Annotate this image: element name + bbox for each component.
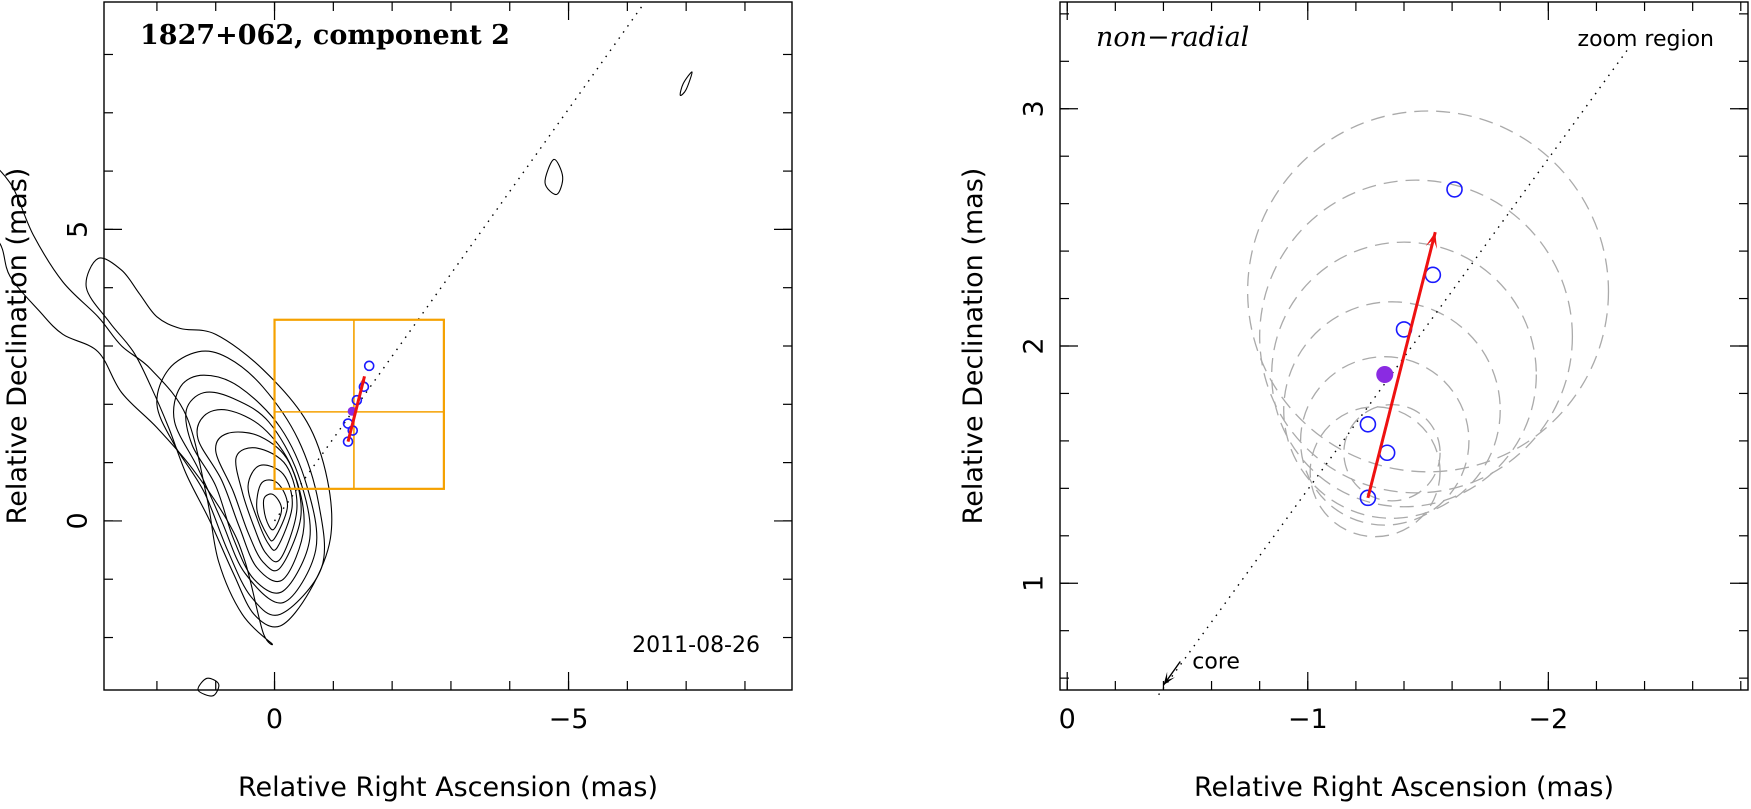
left-x-axis-label: Relative Right Ascension (mas)	[238, 772, 658, 803]
contour-level	[173, 374, 318, 604]
zoom-region-label: zoom region	[1578, 27, 1714, 52]
y-tick-label: 1	[1019, 575, 1050, 592]
x-tick-label: −1	[1288, 704, 1328, 735]
error-circles	[1246, 110, 1610, 538]
x-tick-label: 0	[266, 704, 283, 735]
left-panel: 0 −5 0 5 1827+062, component 2 2011-08-26 R…	[0, 1, 793, 803]
contour-level	[262, 493, 283, 531]
velocity-vector-shaft	[1366, 231, 1437, 499]
contour-map	[0, 71, 693, 697]
mean-position-marker	[1376, 365, 1394, 383]
right-x-axis-label: Relative Right Ascension (mas)	[1194, 772, 1614, 803]
left-y-axis-label: Relative Declination (mas)	[2, 168, 33, 525]
contour-level	[156, 350, 326, 616]
epoch-date-label: 2011-08-26	[632, 633, 760, 658]
ridge-dotted-line	[1158, 49, 1629, 696]
velocity-vector-head	[1425, 232, 1437, 250]
right-axis-ticks: 0 −1 −2 1 2 3	[1019, 2, 1748, 735]
component-positions	[1359, 181, 1463, 507]
contour-level	[544, 158, 564, 195]
component-position-marker	[1424, 266, 1442, 284]
error-circle	[1299, 356, 1470, 526]
contour-level	[0, 169, 273, 646]
x-tick-label: −5	[549, 704, 589, 735]
contour-level	[679, 71, 693, 97]
contour-level	[197, 677, 220, 697]
error-circle	[1259, 179, 1574, 494]
contour-level	[247, 464, 293, 551]
y-tick-label: 3	[1019, 100, 1050, 117]
error-circle	[1343, 403, 1441, 502]
y-tick-label: 0	[63, 512, 94, 529]
core-arrow-head	[1163, 671, 1175, 686]
contour-level	[215, 431, 302, 572]
right-plot-title: non−radial	[1096, 22, 1249, 53]
component-position-marker	[1359, 415, 1377, 433]
contour-level	[256, 479, 289, 542]
left-axis-ticks: 0 −5 0 5	[63, 2, 792, 735]
error-circle	[1283, 301, 1501, 519]
component-position-marker	[1359, 489, 1377, 507]
core-label: core	[1192, 650, 1240, 675]
error-circle	[1246, 110, 1610, 473]
ridge-line	[1158, 49, 1629, 696]
zoom-box-outline	[273, 318, 445, 490]
error-circle	[1309, 406, 1441, 538]
ridge-dotted-line	[273, 1, 646, 522]
contour-level	[235, 447, 298, 563]
contour-level	[85, 257, 333, 628]
component-position-marker	[1446, 181, 1463, 198]
y-tick-label: 5	[63, 221, 94, 238]
core-direction-arrow	[1162, 661, 1181, 686]
velocity-vector-shaft	[346, 375, 366, 442]
contour-level	[185, 391, 311, 594]
left-plot-frame	[103, 1, 793, 691]
error-circle	[1271, 241, 1537, 508]
y-tick-label: 2	[1019, 337, 1050, 354]
left-plot-title: 1827+062, component 2	[140, 20, 510, 51]
x-tick-label: −2	[1528, 704, 1568, 735]
component-position-marker	[363, 360, 375, 372]
right-plot-frame	[1059, 1, 1749, 691]
velocity-vector-head	[360, 376, 366, 385]
right-panel: 0 −1 −2 1 2 3 non−radial zoom region core Rel…	[958, 1, 1749, 803]
velocity-vector	[1366, 231, 1437, 499]
right-y-axis-label: Relative Declination (mas)	[958, 168, 989, 525]
velocity-vector	[346, 375, 366, 442]
x-tick-label: 0	[1059, 704, 1076, 735]
ridge-line	[273, 1, 646, 522]
